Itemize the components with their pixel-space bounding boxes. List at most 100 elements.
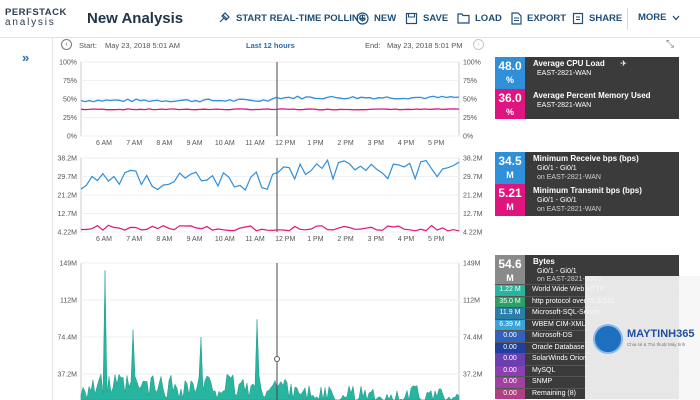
time-range-bar: ‹ Start: May 23, 2018 5:01 AM Last 12 ho… <box>53 38 693 52</box>
x-tick-label: 2 PM <box>337 236 354 243</box>
y-tick-label: 50% <box>63 97 77 104</box>
time-range-selector[interactable]: Last 12 hours <box>246 41 295 50</box>
realtime-label: START REAL-TIME POLLING <box>236 12 367 24</box>
app-bytes-value: 6.39 M <box>495 319 525 330</box>
collapse-arrows-icon[interactable]: ⤡ <box>666 39 674 50</box>
cpu-unit: % <box>505 75 514 85</box>
share-button[interactable]: SHARE <box>572 12 622 25</box>
bytes-title: Bytes <box>533 257 555 266</box>
save-label: SAVE <box>423 13 449 24</box>
x-tick-label: 4 PM <box>398 236 415 243</box>
memory-title: Average Percent Memory Used <box>533 91 651 100</box>
start-label: Start: <box>79 41 97 50</box>
y-tick-label-right: 149M <box>463 261 481 268</box>
memory-used-series <box>80 108 460 111</box>
legend-cpu-load[interactable]: 48.0 % Average CPU Load ✈ EAST-2821-WAN <box>495 57 679 89</box>
x-tick-label: 4 PM <box>398 140 415 146</box>
watermark-tagline: Chia sẻ & Thủ thuật Máy tính <box>627 342 686 347</box>
receive-interface: Gi0/1 - Gi0/1 <box>537 165 577 172</box>
end-time[interactable]: May 23, 2018 5:01 PM <box>387 41 463 50</box>
x-tick-label: 5 PM <box>428 236 445 243</box>
transmit-interface: Gi0/1 - Gi0/1 <box>537 197 577 204</box>
export-button[interactable]: EXPORT <box>510 12 566 25</box>
plus-circle-icon <box>356 12 369 25</box>
y-tick-label: 29.7M <box>58 174 78 181</box>
y-tick-label-right: 37.2M <box>463 372 483 379</box>
legend-transmit-bps[interactable]: 5.21 M Minimum Transmit bps (bps) Gi0/1 … <box>495 184 679 216</box>
left-rail: » <box>0 38 53 400</box>
bytes-value: 54.6 <box>498 257 522 271</box>
app-bytes-label: SolarWinds Orion <box>532 355 587 362</box>
bytes-value-box: 54.6 M <box>495 255 525 285</box>
y-tick-label-right: 21.2M <box>463 193 483 200</box>
memory-value: 36.0 <box>498 91 522 105</box>
receive-bps-series <box>80 158 460 191</box>
x-tick-label: 2 PM <box>337 140 354 146</box>
y-tick-label-right: 12.7M <box>463 211 483 218</box>
top-toolbar: PERFSTACK analysis New Analysis START RE… <box>0 0 700 38</box>
watermark-brand: MAYTINH365 <box>627 328 695 340</box>
load-button[interactable]: LOAD <box>457 12 502 24</box>
save-button[interactable]: SAVE <box>405 12 448 25</box>
end-label: End: <box>365 41 381 50</box>
start-time[interactable]: May 23, 2018 5:01 AM <box>105 41 181 50</box>
legend-receive-bps[interactable]: 34.5 M Minimum Receive bps (bps) Gi0/1 -… <box>495 152 679 184</box>
y-tick-label: 100% <box>59 60 77 67</box>
watermark: MAYTINH365 Chia sẻ & Thủ thuật Máy tính <box>585 276 700 400</box>
more-label: MORE <box>638 12 667 23</box>
app-bytes-label: Microsoft-SQL-Server <box>532 309 600 316</box>
bytes-stacked-area <box>80 270 460 400</box>
y-tick-label: 25% <box>63 115 77 122</box>
export-document-icon <box>511 12 522 25</box>
x-tick-label: 12 PM <box>275 236 295 243</box>
app-bytes-label: http protocol over TLS/SSL <box>532 297 616 305</box>
time-forward-icon[interactable]: › <box>473 39 484 50</box>
bytes-chart[interactable]: 149M 149M 112M 112M 74.4M 74.4M 37.2M 37.2M <box>53 255 493 400</box>
x-tick-label: 3 PM <box>368 236 385 243</box>
cpu-node: EAST-2821-WAN <box>537 70 592 77</box>
expand-panel-icon[interactable]: » <box>22 50 30 65</box>
cpu-memory-chart[interactable]: 100% 100% 75% 75% 50% 50% 25% 25% 0% 0% 6 AM 7 AM 8 … <box>53 56 493 147</box>
x-tick-label: 12 PM <box>275 140 295 146</box>
y-tick-label: 149M <box>59 261 77 268</box>
x-tick-label: 7 AM <box>126 236 142 243</box>
folder-icon <box>457 13 470 24</box>
y-tick-label: 21.2M <box>58 193 78 200</box>
x-tick-label: 7 AM <box>126 140 142 146</box>
x-tick-label: 5 PM <box>428 140 445 146</box>
more-menu-button[interactable]: MORE <box>638 12 680 23</box>
x-tick-label: 9 AM <box>187 236 203 243</box>
receive-transmit-chart[interactable]: 38.2M 38.2M 29.7M 29.7M 21.2M 21.2M 12.7M 12.7M… <box>53 152 493 244</box>
cpu-value-box: 48.0 % <box>495 57 525 89</box>
x-tick-label: 8 AM <box>156 140 172 146</box>
export-label: EXPORT <box>527 13 567 24</box>
receive-title: Minimum Receive bps (bps) <box>533 154 639 163</box>
transmit-value-box: 5.21 M <box>495 184 525 216</box>
start-realtime-polling-button[interactable]: START REAL-TIME POLLING <box>218 12 366 24</box>
y-tick-label: 38.2M <box>58 156 78 163</box>
transmit-value: 5.21 <box>498 186 522 200</box>
x-tick-label: 9 AM <box>187 140 203 146</box>
new-button[interactable]: NEW <box>356 12 396 25</box>
y-tick-label: 75% <box>63 78 77 85</box>
x-tick-label: 11 AM <box>245 236 264 243</box>
cpu-load-series <box>80 95 460 103</box>
x-tick-label: 1 PM <box>307 236 324 243</box>
y-tick-label: 74.4M <box>58 335 78 342</box>
toolbar-divider <box>627 8 628 30</box>
app-bytes-label: Microsoft-DS <box>532 332 573 339</box>
bytes-interface: Gi0/1 - Gi0/1 <box>537 268 577 275</box>
legend-memory-used[interactable]: 36.0 % Average Percent Memory Used EAST-… <box>495 89 679 119</box>
time-back-icon[interactable]: ‹ <box>61 39 72 50</box>
memory-value-box: 36.0 % <box>495 89 525 119</box>
app-bytes-value: 35.0 M <box>495 296 525 307</box>
y-tick-label: 112M <box>60 298 77 305</box>
app-bytes-value: 1.22 M <box>495 285 525 296</box>
app-bytes-value: 0.00 <box>495 331 525 342</box>
y-tick-label-right: 38.2M <box>463 156 483 163</box>
receive-unit: M <box>506 170 514 180</box>
app-bytes-label: SNMP <box>532 378 553 385</box>
receive-value-box: 34.5 M <box>495 152 525 184</box>
y-tick-label: 12.7M <box>58 211 78 218</box>
app-bytes-label: World Wide Web HTTP <box>532 286 605 293</box>
